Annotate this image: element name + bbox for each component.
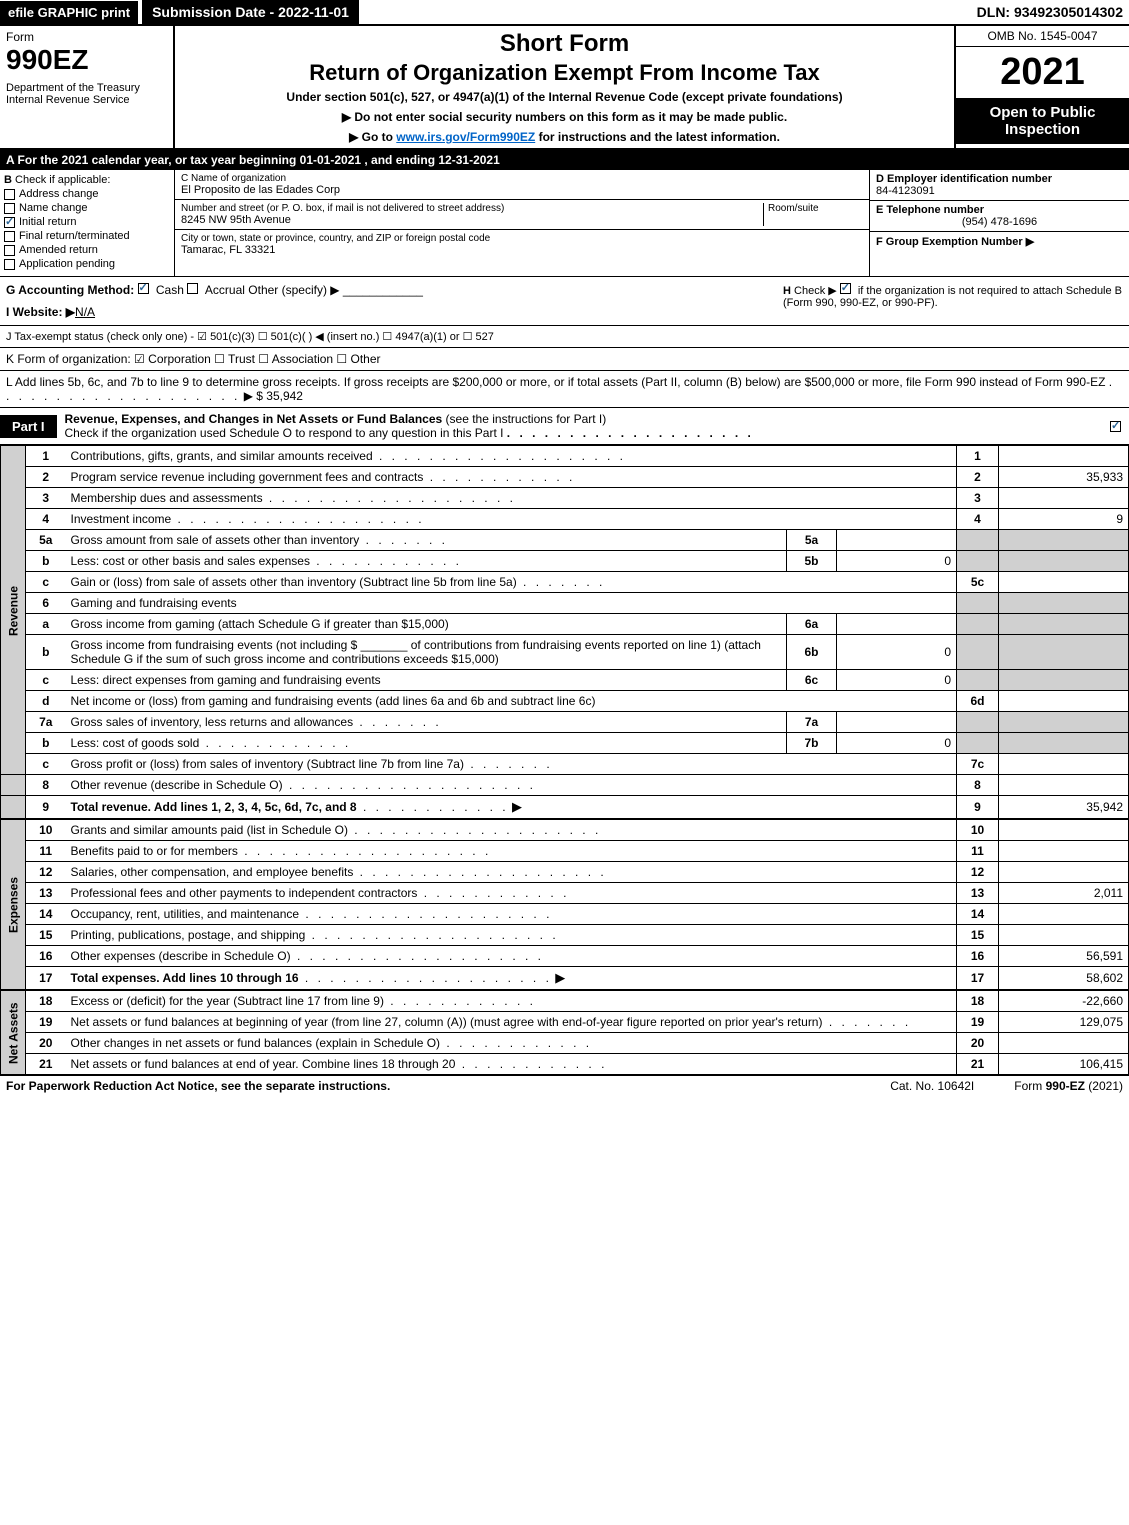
submission-date-button[interactable]: Submission Date - 2022-11-01	[142, 0, 359, 24]
address: 8245 NW 95th Avenue	[181, 214, 763, 226]
city-label: City or town, state or province, country…	[181, 233, 863, 244]
row-gh: G Accounting Method: Cash Accrual Other …	[0, 277, 1129, 326]
part-1-title: Revenue, Expenses, and Changes in Net As…	[65, 412, 443, 426]
website-row: I Website: ▶N/A	[6, 305, 783, 319]
open-to-public: Open to Public Inspection	[956, 98, 1129, 144]
footer-form-name: Form 990-EZ (2021)	[1014, 1079, 1123, 1093]
instruction-2: ▶ Go to www.irs.gov/Form990EZ for instru…	[185, 130, 944, 144]
dln-label: DLN: 93492305014302	[977, 4, 1129, 20]
expenses-table: Expenses 10 Grants and similar amounts p…	[0, 819, 1129, 990]
short-form-title: Short Form	[185, 30, 944, 58]
revenue-side-label: Revenue	[1, 446, 26, 775]
checkbox-cash[interactable]	[138, 283, 149, 294]
part-1-check-line: Check if the organization used Schedule …	[65, 426, 504, 440]
expenses-side-label: Expenses	[1, 820, 26, 990]
accounting-method: G Accounting Method: Cash Accrual Other …	[6, 283, 783, 297]
footer-notice: For Paperwork Reduction Act Notice, see …	[6, 1079, 850, 1093]
room-label: Room/suite	[768, 203, 863, 214]
row-l-gross-receipts: L Add lines 5b, 6c, and 7b to line 9 to …	[0, 371, 1129, 408]
info-section: B Check if applicable: Address change Na…	[0, 170, 1129, 277]
revenue-table: Revenue 1 Contributions, gifts, grants, …	[0, 445, 1129, 819]
omb-number: OMB No. 1545-0047	[956, 26, 1129, 47]
checkbox-final-return[interactable]: Final return/terminated	[4, 230, 170, 242]
subtitle: Under section 501(c), 527, or 4947(a)(1)…	[185, 90, 944, 104]
section-b: B Check if applicable: Address change Na…	[0, 170, 175, 276]
section-c: C Name of organization El Proposito de l…	[175, 170, 869, 276]
net-assets-side-label: Net Assets	[1, 991, 26, 1075]
section-d: D Employer identification number 84-4123…	[869, 170, 1129, 276]
footer: For Paperwork Reduction Act Notice, see …	[0, 1075, 1129, 1096]
phone: (954) 478-1696	[876, 216, 1123, 228]
checkbox-amended-return[interactable]: Amended return	[4, 244, 170, 256]
checkbox-accrual[interactable]	[187, 283, 198, 294]
part-1-header: Part I Revenue, Expenses, and Changes in…	[0, 408, 1129, 445]
instruction-1: ▶ Do not enter social security numbers o…	[185, 110, 944, 124]
checkbox-initial-return[interactable]: Initial return	[4, 216, 170, 228]
form-header: Form 990EZ Department of the Treasury In…	[0, 26, 1129, 150]
main-title: Return of Organization Exempt From Incom…	[185, 60, 944, 86]
ein: 84-4123091	[876, 185, 1123, 197]
group-exemption-label: F Group Exemption Number ▶	[876, 235, 1123, 248]
top-bar: efile GRAPHIC print Submission Date - 20…	[0, 0, 1129, 26]
org-name-label: C Name of organization	[181, 173, 863, 184]
row-j-tax-exempt: J Tax-exempt status (check only one) - ☑…	[0, 326, 1129, 348]
checkbox-schedule-o[interactable]	[1110, 421, 1121, 432]
irs-link[interactable]: www.irs.gov/Form990EZ	[396, 130, 535, 144]
footer-cat-no: Cat. No. 10642I	[850, 1079, 1014, 1093]
part-1-label: Part I	[0, 415, 57, 438]
city: Tamarac, FL 33321	[181, 244, 863, 256]
checkbox-address-change[interactable]: Address change	[4, 188, 170, 200]
checkbox-application-pending[interactable]: Application pending	[4, 258, 170, 270]
checkbox-name-change[interactable]: Name change	[4, 202, 170, 214]
tax-year: 2021	[956, 47, 1129, 98]
phone-label: E Telephone number	[876, 204, 1123, 216]
net-assets-table: Net Assets 18 Excess or (deficit) for th…	[0, 990, 1129, 1075]
efile-button[interactable]: efile GRAPHIC print	[0, 1, 138, 24]
row-a-calendar: A For the 2021 calendar year, or tax yea…	[0, 150, 1129, 170]
form-number: 990EZ	[6, 44, 167, 76]
department-label: Department of the Treasury Internal Reve…	[6, 82, 167, 106]
part-1-subtitle: (see the instructions for Part I)	[446, 412, 607, 426]
ein-label: D Employer identification number	[876, 173, 1123, 185]
address-label: Number and street (or P. O. box, if mail…	[181, 203, 763, 214]
form-label: Form	[6, 30, 167, 44]
org-name: El Proposito de las Edades Corp	[181, 184, 863, 196]
section-h: H Check ▶ if the organization is not req…	[783, 283, 1123, 319]
checkbox-schedule-b[interactable]	[840, 283, 851, 294]
row-k-form-org: K Form of organization: ☑ Corporation ☐ …	[0, 348, 1129, 371]
